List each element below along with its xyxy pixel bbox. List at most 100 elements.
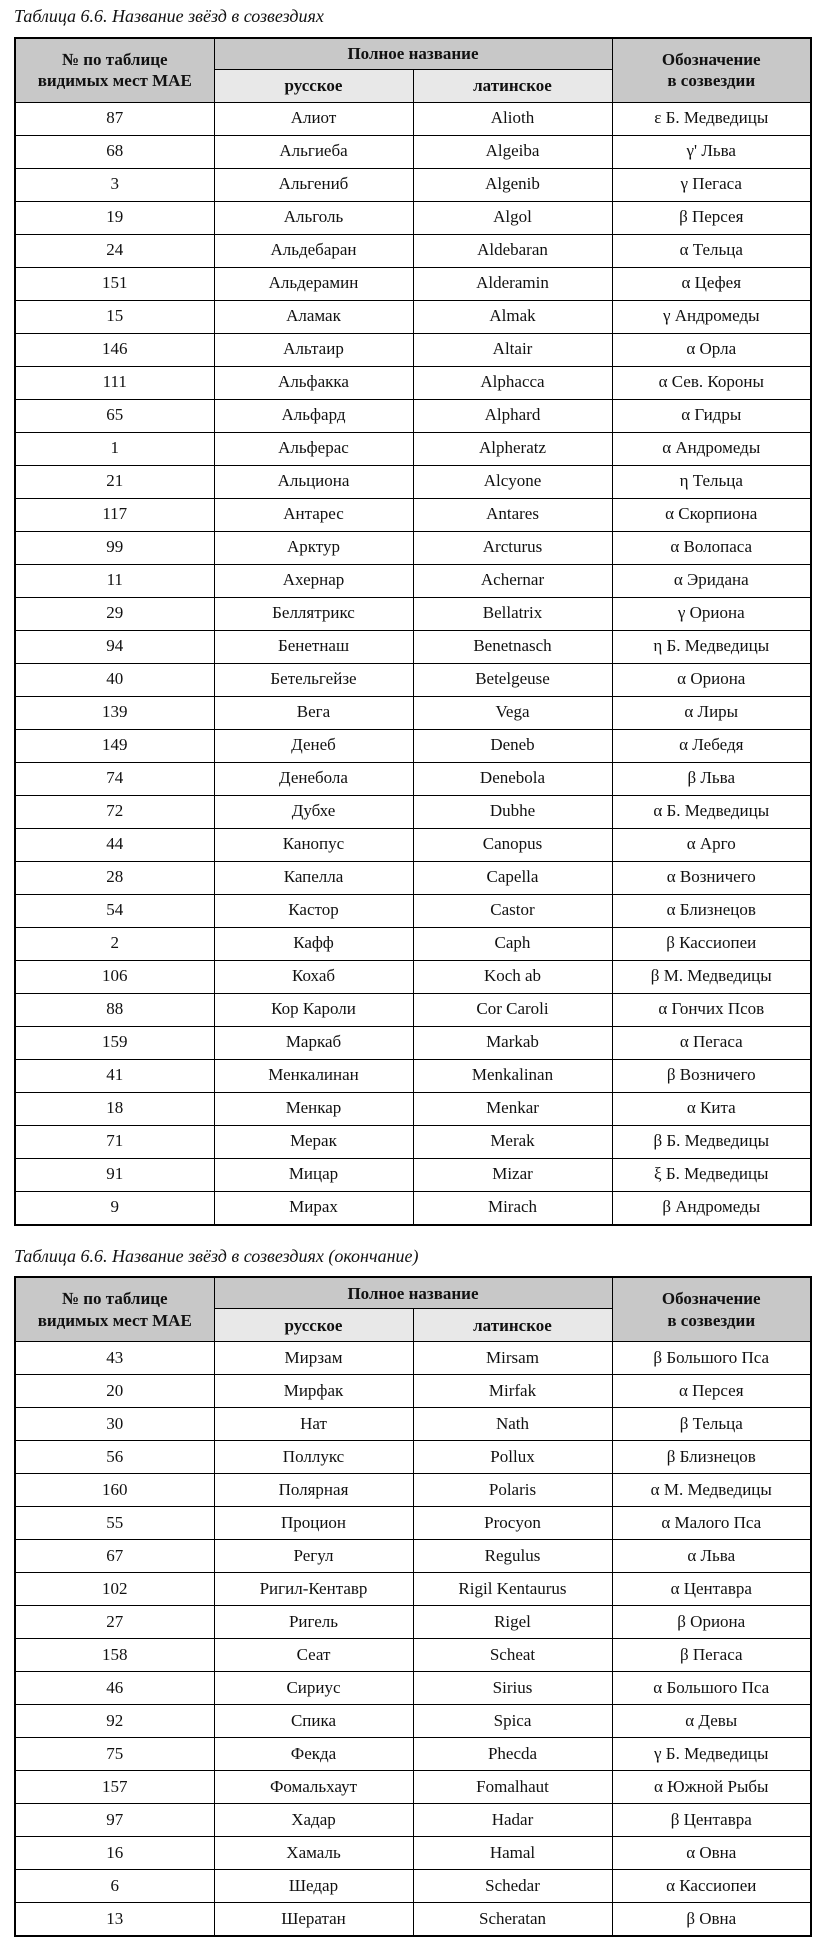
star-name-latin: Scheratan [412,1902,613,1937]
star-designation: ξ Б. Медведицы [611,1157,812,1192]
table-row: 88 Кор Кароли Cor Caroli α Гончих Псов [14,992,812,1027]
table-row: 3 Альгениб Algenib γ Пегаса [14,167,812,202]
table-row: 43 Мирзам Mirsam β Большого Пса [14,1341,812,1376]
star-name-latin: Altair [412,332,613,367]
table-row: 21 Альциона Alcyone η Тельца [14,464,812,499]
star-designation: α Лебедя [611,728,812,763]
table-row: 160 Полярная Polaris α М. Медведицы [14,1473,812,1508]
star-name-latin: Mirach [412,1190,613,1226]
star-name-latin: Benetnasch [412,629,613,664]
column-header-designation: Обозначение в созвездии [611,1276,812,1343]
star-number: 27 [14,1605,215,1640]
star-name-russian: Спика [213,1704,414,1739]
column-header-number-line-2: видимых мест МАЕ [37,1310,192,1330]
star-name-russian: Ригил-Кентавр [213,1572,414,1607]
star-number: 24 [14,233,215,268]
star-number: 67 [14,1539,215,1574]
star-name-russian: Кастор [213,893,414,928]
star-number: 151 [14,266,215,301]
star-name-latin: Vega [412,695,613,730]
star-name-latin: Arcturus [412,530,613,565]
star-name-russian: Альфакка [213,365,414,400]
star-name-russian: Антарес [213,497,414,532]
star-designation: β Б. Медведицы [611,1124,812,1159]
star-number: 87 [14,101,215,136]
star-name-russian: Мицар [213,1157,414,1192]
star-name-latin: Mirsam [412,1341,613,1376]
star-number: 29 [14,596,215,631]
table-row: 56 Поллукс Pollux β Близнецов [14,1440,812,1475]
star-number: 11 [14,563,215,598]
star-name-russian: Дубхе [213,794,414,829]
star-name-latin: Denebola [412,761,613,796]
star-name-russian: Регул [213,1539,414,1574]
star-designation: α Девы [611,1704,812,1739]
star-number: 15 [14,299,215,334]
star-designation: β Близнецов [611,1440,812,1475]
star-name-latin: Rigil Kentaurus [412,1572,613,1607]
star-name-latin: Nath [412,1407,613,1442]
star-designation: β Тельца [611,1407,812,1442]
star-number: 43 [14,1341,215,1376]
star-name-russian: Хамаль [213,1836,414,1871]
table-row: 91 Мицар Mizar ξ Б. Медведицы [14,1157,812,1192]
column-header-full-name: Полное название [213,37,613,70]
star-number: 20 [14,1374,215,1409]
star-name-latin: Aldebaran [412,233,613,268]
star-name-russian: Кафф [213,926,414,961]
star-designation: γ Андромеды [611,299,812,334]
star-name-russian: Бетельгейзе [213,662,414,697]
star-number: 28 [14,860,215,895]
column-header-full-name: Полное название [213,1276,613,1310]
star-number: 68 [14,134,215,169]
table-row: 29 Беллятрикс Bellatrix γ Ориона [14,596,812,631]
column-header-number-line-1: № по таблице [61,1289,168,1309]
star-number: 56 [14,1440,215,1475]
table-row: 102 Ригил-Кентавр Rigil Kentaurus α Центавр… [14,1572,812,1607]
star-number: 91 [14,1157,215,1192]
star-number: 94 [14,629,215,664]
table-row: 46 Сириус Sirius α Большого Пса [14,1671,812,1706]
star-name-russian: Мирах [213,1190,414,1226]
table-row: 158 Сеат Scheat β Пегаса [14,1638,812,1673]
column-header-number: № по таблице видимых мест МАЕ [14,1276,215,1343]
star-name-latin: Algol [412,200,613,235]
star-number: 106 [14,959,215,994]
star-number: 158 [14,1638,215,1673]
star-name-russian: Аламак [213,299,414,334]
table-row: 97 Хадар Hadar β Центавра [14,1803,812,1838]
star-number: 157 [14,1770,215,1805]
star-number: 71 [14,1124,215,1159]
star-designation: η Тельца [611,464,812,499]
star-number: 6 [14,1869,215,1904]
star-number: 149 [14,728,215,763]
column-header-designation-line-1: Обозначение [661,1289,761,1309]
column-header-designation-line-2: в созвездии [667,71,756,91]
table-row: 28 Капелла Capella α Возничего [14,860,812,895]
star-number: 146 [14,332,215,367]
star-name-russian: Альгениб [213,167,414,202]
star-name-latin: Betelgeuse [412,662,613,697]
star-designation: β М. Медведицы [611,959,812,994]
star-table-2-body: 43 Мирзам Mirsam β Большого Пса 20 Мирфак Mirf… [14,1341,812,1937]
table-row: 13 Шератан Scheratan β Овна [14,1902,812,1937]
star-table-1: № по таблице видимых мест МАЕ Полное наз… [14,36,812,1226]
star-number: 46 [14,1671,215,1706]
star-designation: α Б. Медведицы [611,794,812,829]
table-row: 94 Бенетнаш Benetnasch η Б. Медведицы [14,629,812,664]
star-name-russian: Альгиеба [213,134,414,169]
star-number: 18 [14,1091,215,1126]
star-designation: β Центавра [611,1803,812,1838]
star-name-latin: Hamal [412,1836,613,1871]
table-row: 139 Вега Vega α Лиры [14,695,812,730]
star-table-2: № по таблице видимых мест МАЕ Полное наз… [14,1276,812,1938]
star-name-russian: Альдерамин [213,266,414,301]
star-name-russian: Фекда [213,1737,414,1772]
table-row: 72 Дубхе Dubhe α Б. Медведицы [14,794,812,829]
star-name-latin: Cor Caroli [412,992,613,1027]
star-name-latin: Alphacca [412,365,613,400]
star-number: 159 [14,1025,215,1060]
star-table-1-body: 87 Алиот Alioth ε Б. Медведицы 68 Альгиеба Alg… [14,101,812,1226]
table-1-caption: Таблица 6.6. Название звёзд в созвездиях [14,6,324,26]
